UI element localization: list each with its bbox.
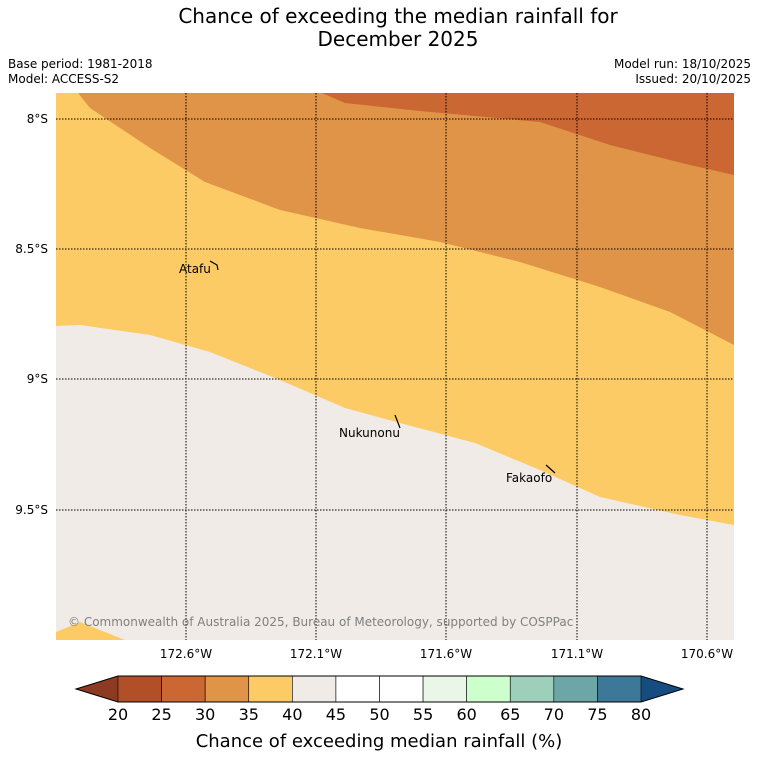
colorbar-cell — [292, 675, 337, 703]
colorbar-cell — [248, 675, 293, 703]
colorbar-tick-label: 25 — [151, 705, 171, 724]
colorbar: 20 25 30 35 40 45 50 55 60 65 70 75 80 Chance of exc… — [74, 675, 685, 752]
region-45-50 — [56, 325, 734, 640]
issued-date: Issued: 20/10/2025 — [635, 72, 751, 86]
fakaofo-atoll — [545, 464, 556, 474]
colorbar-tick-label: 55 — [413, 705, 433, 724]
colorbar-cell — [379, 675, 424, 703]
lat-label: 9.5°S — [15, 503, 48, 517]
colorbar-tick-label: 80 — [631, 705, 651, 724]
colorbar-cell — [204, 675, 250, 703]
colorbar-over-arrow — [641, 676, 683, 702]
lat-label: 8°S — [27, 112, 48, 126]
lon-label: 171.6°W — [420, 647, 472, 661]
colorbar-tick-label: 75 — [587, 705, 607, 724]
colorbar-cell — [422, 675, 467, 703]
place-label-nukunonu: Nukunonu — [339, 426, 400, 440]
colorbar-tick-label: 40 — [282, 705, 302, 724]
islands — [209, 260, 556, 474]
colorbar-tick-label: 50 — [369, 705, 389, 724]
longitude-labels: 172.6°W 172.1°W 171.6°W 171.1°W 170.6°W — [160, 647, 733, 661]
nukunonu-atoll — [394, 414, 401, 429]
base-period: Base period: 1981-2018 — [8, 57, 153, 71]
colorbar-tick-label: 70 — [544, 705, 564, 724]
region-35-40 — [78, 93, 734, 345]
colorbar-cell — [509, 675, 555, 703]
colorbar-cell — [466, 675, 511, 703]
colorbar-label: Chance of exceeding median rainfall (%) — [196, 731, 563, 752]
copyright-notice: © Commonwealth of Australia 2025, Bureau… — [68, 615, 573, 629]
atafu-atoll — [209, 260, 219, 271]
colorbar-tick-label: 35 — [239, 705, 259, 724]
lon-label: 171.1°W — [551, 647, 603, 661]
colorbar-outline — [74, 675, 685, 703]
title-line-2: December 2025 — [317, 27, 479, 51]
colorbar-cell — [553, 675, 598, 703]
colorbar-cells — [117, 675, 642, 703]
lat-label: 8.5°S — [15, 242, 48, 256]
colorbar-tick-label: 45 — [326, 705, 346, 724]
colorbar-tick-label: 30 — [195, 705, 215, 724]
colorbar-cell — [335, 675, 380, 703]
colorbar-under-arrow — [76, 676, 118, 702]
colorbar-ticks: 20 25 30 35 40 45 50 55 60 65 70 75 80 — [108, 705, 651, 724]
meta-right: Model run: 18/10/2025 Issued: 20/10/2025 — [614, 57, 751, 87]
title-line-1: Chance of exceeding the median rainfall … — [178, 4, 618, 28]
lon-label: 172.6°W — [160, 647, 212, 661]
colorbar-cell — [161, 675, 206, 703]
place-label-fakaofo: Fakaofo — [506, 471, 552, 485]
map-title: Chance of exceeding the median rainfall … — [0, 5, 758, 51]
region-30-35 — [322, 93, 734, 175]
colorbar-cell — [597, 675, 642, 703]
meta-left: Base period: 1981-2018 Model: ACCESS-S2 — [8, 57, 153, 87]
map-area — [56, 93, 734, 640]
latitude-labels: 8°S 8.5°S 9°S 9.5°S — [15, 112, 48, 517]
lon-label: 172.1°W — [290, 647, 342, 661]
colorbar-cell — [117, 675, 162, 703]
colorbar-tick-label: 65 — [500, 705, 520, 724]
model-run: Model run: 18/10/2025 — [613, 57, 751, 71]
lat-label: 9°S — [27, 372, 48, 386]
place-label-atafu: Atafu — [179, 262, 211, 276]
colorbar-tick-label: 60 — [456, 705, 476, 724]
lon-label: 170.6°W — [681, 647, 733, 661]
colorbar-tick-label: 20 — [108, 705, 128, 724]
graticule — [56, 93, 734, 640]
model-name: Model: ACCESS-S2 — [8, 72, 120, 86]
place-labels: Atafu Nukunonu Fakaofo — [179, 262, 552, 485]
